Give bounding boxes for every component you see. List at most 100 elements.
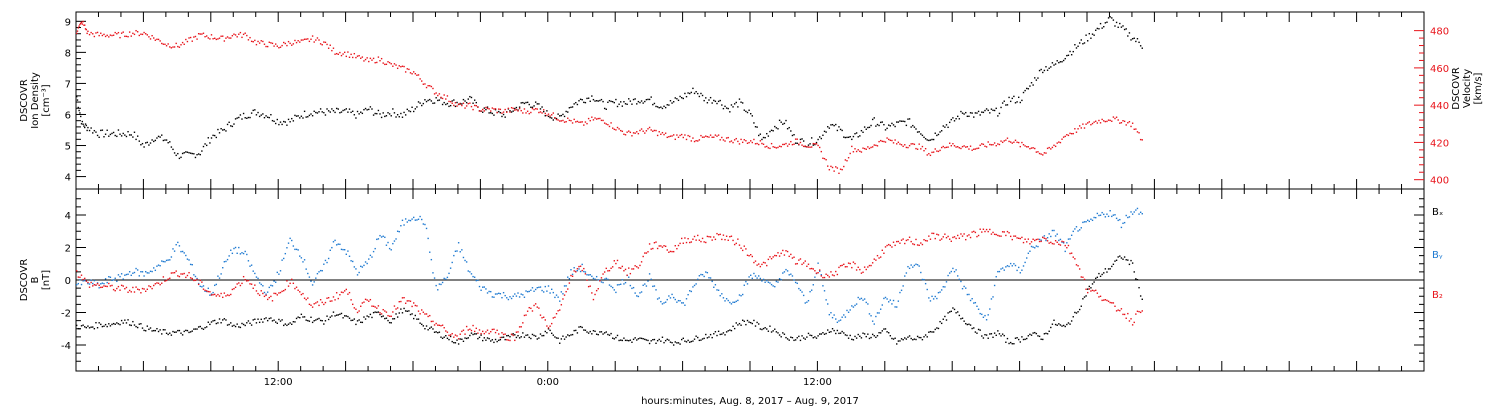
velocity-point: [281, 44, 283, 47]
ion-density-point: [451, 100, 453, 102]
ion-density-point: [624, 103, 627, 105]
by-point: [727, 299, 729, 302]
bx-point: [104, 323, 107, 326]
bz-point: [197, 283, 200, 286]
ion-density-point: [579, 98, 582, 100]
bz-point: [868, 264, 871, 267]
bz-point: [815, 272, 818, 274]
bz-point: [570, 274, 572, 277]
by-point: [987, 314, 989, 316]
ion-density-point: [639, 101, 641, 104]
bz-point: [459, 333, 461, 335]
ion-density-point: [830, 124, 832, 126]
ion-density-point: [205, 144, 208, 147]
bz-point: [916, 244, 919, 246]
bz-point: [335, 292, 338, 294]
ion-density-point: [76, 95, 78, 98]
velocity-point: [490, 110, 492, 112]
by-point: [417, 218, 420, 220]
by-point: [297, 249, 299, 251]
by-point: [1040, 239, 1042, 241]
ion-density-point: [154, 139, 157, 142]
bx-point: [1058, 323, 1060, 325]
bz-point: [469, 328, 471, 330]
ion-density-point: [494, 108, 497, 111]
by-point: [958, 278, 961, 281]
velocity-point: [589, 119, 591, 122]
by-point: [435, 284, 437, 287]
ion-density-point: [1061, 61, 1063, 63]
bx-point: [600, 331, 603, 333]
by-point: [928, 297, 930, 299]
by-point: [745, 280, 747, 283]
bz-point: [705, 241, 707, 244]
ion-density-point: [396, 114, 399, 116]
by-point: [506, 297, 508, 299]
bz-point: [1029, 243, 1031, 245]
bz-point: [753, 261, 755, 264]
ion-density-point: [490, 112, 492, 114]
by-point: [706, 271, 709, 274]
ion-density-point: [1085, 34, 1087, 36]
bz-point: [188, 271, 190, 274]
bx-point: [236, 323, 238, 325]
bx-point: [875, 336, 877, 339]
bz-point: [276, 294, 278, 296]
by-point: [284, 252, 287, 255]
bz-point: [238, 282, 240, 284]
velocity-point: [701, 136, 704, 138]
bz-point: [204, 289, 206, 292]
ion-density-point: [714, 100, 717, 103]
velocity-point: [852, 151, 855, 153]
ion-density-point: [84, 126, 86, 129]
ion-density-point: [313, 110, 315, 112]
by-point: [1054, 235, 1057, 237]
velocity-point: [212, 38, 214, 40]
ion-density-point: [998, 112, 1001, 115]
by-point: [709, 277, 712, 279]
by-point: [122, 278, 124, 280]
by-point: [116, 280, 118, 283]
ion-density-point: [868, 126, 871, 129]
by-point: [242, 252, 245, 255]
bx-point: [976, 332, 978, 334]
ion-density-point: [92, 132, 94, 134]
bz-point: [265, 294, 267, 297]
by-point: [490, 290, 492, 293]
bz-point: [1034, 239, 1036, 242]
velocity-point: [509, 111, 511, 113]
ion-density-point: [992, 109, 994, 112]
bx-point: [871, 333, 874, 336]
ion-density-point: [1074, 44, 1076, 46]
velocity-point: [364, 58, 367, 61]
ion-density-point: [611, 100, 614, 103]
by-point: [644, 283, 646, 285]
by-point: [165, 259, 168, 262]
bx-point: [939, 320, 941, 323]
ion-density-point: [690, 91, 693, 94]
by-point: [822, 285, 824, 287]
bz-point: [345, 288, 347, 291]
by-point: [639, 292, 641, 294]
velocity-point: [87, 30, 89, 32]
ion-density-point: [157, 135, 160, 138]
ion-density-point: [820, 137, 823, 140]
bx-point: [966, 323, 969, 326]
velocity-point: [716, 135, 718, 137]
ion-density-point: [908, 118, 911, 120]
velocity-point: [542, 109, 545, 111]
bx-point: [913, 338, 916, 340]
velocity-point: [111, 34, 113, 37]
by-point: [340, 248, 343, 251]
velocity-point: [1075, 131, 1078, 133]
ion-density-point: [697, 92, 699, 95]
ion-density-point: [892, 124, 895, 126]
velocity-point: [209, 38, 211, 40]
ion-density-point: [199, 153, 201, 156]
bz-point: [655, 241, 657, 243]
bz-point: [246, 280, 248, 282]
bz-point: [347, 293, 349, 295]
ion-density-point: [1014, 102, 1017, 104]
by-point: [841, 316, 843, 318]
by-point: [93, 279, 96, 282]
